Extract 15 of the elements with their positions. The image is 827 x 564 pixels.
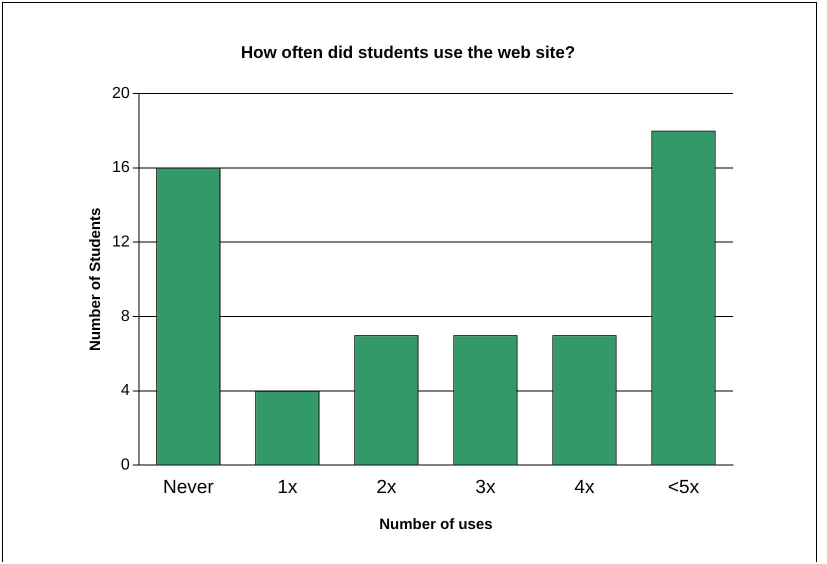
y-tick-label: 8 (120, 308, 130, 325)
y-tick-label: 16 (112, 159, 130, 176)
y-tick-label: 4 (120, 382, 130, 400)
y-axis-title: Number of Students (87, 208, 104, 351)
x-axis-title: Number of uses (379, 516, 493, 534)
chart-title: How often did students use the web site? (240, 42, 576, 62)
y-tick-label: 12 (112, 234, 130, 251)
y-tick-label: 0 (120, 456, 130, 474)
x-tick-label: 2x (376, 476, 397, 498)
x-tick-label: 1x (277, 476, 298, 498)
x-tick-label: <5x (668, 476, 700, 498)
x-tick-label: 4x (574, 476, 595, 498)
y-tick-label: 20 (112, 84, 130, 102)
x-tick-label: Never (162, 476, 214, 498)
x-tick-label: 3x (475, 476, 496, 498)
